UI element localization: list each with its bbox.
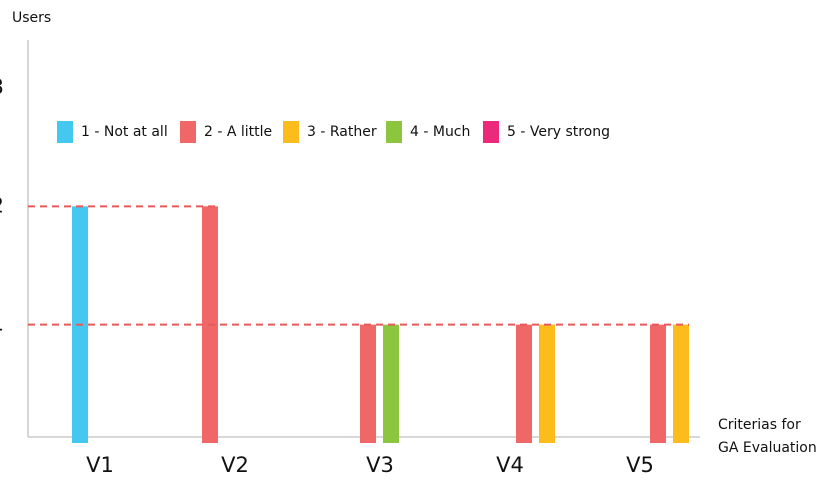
bar [383,324,399,443]
bar [650,324,666,443]
x-tick-label: V3 [366,453,394,477]
legend-label: 5 - Very strong [507,124,610,140]
x-tick-label: V4 [496,453,524,477]
bar [360,324,376,443]
x-tick-label: V5 [626,453,654,477]
y-axis-label: Users [12,10,51,26]
x-axis-label: GA Evaluation [718,440,816,456]
x-tick-label: V1 [86,453,114,477]
legend-label: 1 - Not at all [81,124,168,140]
x-axis-label: Criterias for [718,417,801,433]
legend-swatch [57,121,73,143]
legend-label: 3 - Rather [307,124,377,140]
y-tick-label: 2 [0,193,4,217]
bar [516,324,532,443]
legend-swatch [180,121,196,143]
legend-swatch [283,121,299,143]
legend-swatch [386,121,402,143]
x-tick-label: V2 [221,453,249,477]
bar [539,324,555,443]
legend-label: 2 - A little [204,124,272,140]
y-tick-label: 3 [0,75,4,99]
y-tick-label: 1 [0,312,4,336]
bar [673,324,689,443]
legend-swatch [483,121,499,143]
legend-label: 4 - Much [410,124,470,140]
